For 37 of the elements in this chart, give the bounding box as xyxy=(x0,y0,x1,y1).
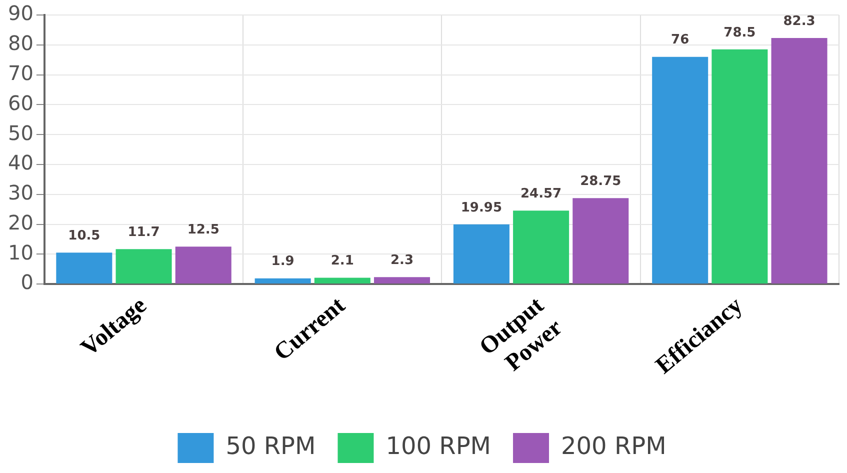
legend-label: 50 RPM xyxy=(226,432,316,460)
bar xyxy=(771,38,828,284)
bar xyxy=(56,252,112,284)
data-label: 19.95 xyxy=(460,200,502,216)
bar xyxy=(572,198,629,284)
y-tick-label: 60 xyxy=(8,90,34,115)
data-label: 76 xyxy=(671,32,690,48)
data-label: 24.57 xyxy=(520,186,562,202)
data-label: 2.3 xyxy=(390,253,414,268)
data-label: 78.5 xyxy=(724,25,756,40)
data-label: 10.5 xyxy=(68,228,100,244)
bar xyxy=(513,210,570,284)
y-tick-label: 90 xyxy=(8,1,34,26)
y-tick-label: 0 xyxy=(20,270,34,294)
bar xyxy=(374,277,430,284)
bar xyxy=(314,278,370,284)
y-tick-label: 80 xyxy=(8,31,34,56)
data-label: 12.5 xyxy=(187,222,220,238)
data-label: 11.7 xyxy=(128,224,160,240)
data-label: 28.75 xyxy=(580,174,622,189)
y-tick-label: 10 xyxy=(8,240,34,264)
data-label: 2.1 xyxy=(330,254,354,269)
bar xyxy=(453,224,510,284)
bar xyxy=(175,246,232,284)
legend-label: 200 RPM xyxy=(561,432,666,460)
y-tick-label: 20 xyxy=(8,210,34,234)
y-tick-label: 40 xyxy=(8,150,34,175)
bar xyxy=(712,49,768,284)
bar xyxy=(254,278,311,284)
y-tick-label: 50 xyxy=(8,120,34,145)
y-tick-label: 30 xyxy=(8,180,34,205)
data-label: 1.9 xyxy=(271,254,294,270)
legend-label: 100 RPM xyxy=(386,432,492,460)
y-tick-label: 70 xyxy=(8,60,34,85)
bar xyxy=(116,249,172,284)
bar xyxy=(652,56,708,284)
data-label: 82.3 xyxy=(783,14,816,29)
